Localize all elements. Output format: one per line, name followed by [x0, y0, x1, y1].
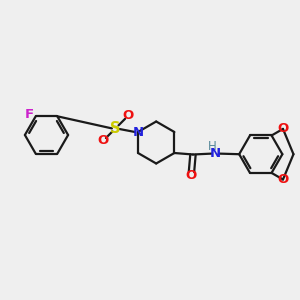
Text: F: F	[25, 108, 34, 121]
Text: O: O	[277, 122, 289, 135]
Text: O: O	[277, 173, 289, 186]
Text: O: O	[97, 134, 109, 148]
Text: O: O	[186, 169, 197, 182]
Text: S: S	[110, 121, 121, 136]
Text: N: N	[132, 125, 144, 139]
Text: N: N	[210, 147, 221, 160]
Text: O: O	[122, 109, 134, 122]
Text: H: H	[208, 140, 217, 154]
